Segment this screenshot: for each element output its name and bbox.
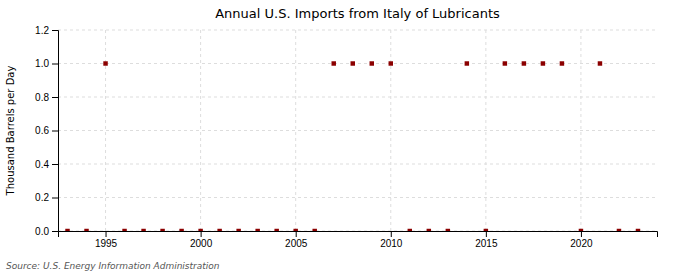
tick-label: 1.2 [35,25,49,36]
grid-line [200,30,201,231]
point [427,229,431,231]
tick-mark [52,131,58,132]
tick-label: 2005 [285,238,308,249]
point [465,61,469,65]
point [255,229,259,231]
tick-label: 1.0 [35,58,49,69]
point [217,229,221,231]
point [503,61,507,65]
point [351,61,355,65]
tick-label: 2000 [190,238,213,249]
grid [58,30,657,231]
grid-line [58,197,657,198]
point [484,229,488,231]
y-axis-title: Thousand Barrels per Day [5,66,16,197]
point [331,61,335,65]
point [408,229,412,231]
x-axis: 1995 2000 2005 2010 2015 2020 [59,231,658,249]
tick-label: 2010 [380,238,403,249]
source: Source: U.S. Energy Information Administ… [6,261,220,271]
tick-label: 0.4 [35,159,49,170]
point [84,229,88,231]
grid-line [58,97,657,98]
grid-line [58,164,657,165]
tick-label: 0.2 [35,192,49,203]
point [141,229,145,231]
grid-line [485,30,486,231]
grid-line [295,30,296,231]
point [312,229,316,231]
tick-mark [52,198,58,199]
grid-line [580,30,581,231]
point [522,61,526,65]
point [541,61,545,65]
grid-line [105,30,106,231]
point [389,61,393,65]
tick-label: 0.0 [35,226,49,237]
grid-line [58,63,657,64]
point [598,61,602,65]
points [65,61,640,231]
tick: 2010 [380,231,403,249]
tick-mark [296,231,297,237]
point [370,61,374,65]
point [160,229,164,231]
tick: 0.8 [35,92,58,103]
title: Annual U.S. Imports from Italy of Lubric… [215,6,500,21]
tick-label: 2020 [570,238,593,249]
tick-label: 0.8 [35,92,49,103]
tick-mark [52,164,58,165]
point [617,229,621,231]
tick: 2020 [570,231,593,249]
tick: 2015 [475,231,498,249]
tick-mark [52,231,58,232]
point [446,229,450,231]
point [579,229,583,231]
tick: 1.0 [35,58,58,69]
point [293,229,297,231]
point [236,229,240,231]
point [274,229,278,231]
axis-line [59,232,658,238]
tick-mark [52,64,58,65]
point [179,229,183,231]
grid-line [58,130,657,131]
point [65,229,69,231]
tick-mark [391,231,392,237]
tick-mark [106,231,107,237]
point [103,61,107,65]
y-axis: 0.0 0.2 0.4 0.6 0.8 1.0 1.2 [35,25,58,237]
tick-mark [52,97,58,98]
tick: 0.0 [35,226,58,237]
tick-mark [581,231,582,237]
point [636,229,640,231]
tick: 1.2 [35,25,58,36]
point [560,61,564,65]
tick-label: 1995 [95,238,118,249]
chart: 1995 2000 2005 2010 2015 2020 0.0 0.2 0.4 0.6 0.8 1… [0,0,675,275]
point [122,229,126,231]
tick: 0.2 [35,192,58,203]
tick-mark [201,231,202,237]
tick-label: 2015 [475,238,498,249]
grid-line [58,30,657,31]
tick: 0.4 [35,159,58,170]
plot: 1995 2000 2005 2010 2015 2020 0.0 0.2 0.4 0.6 0.8 1… [35,25,657,249]
tick-mark [486,231,487,237]
tick: 1995 [95,231,118,249]
tick-label: 0.6 [35,125,49,136]
tick: 0.6 [35,125,58,136]
tick-mark [52,30,58,31]
grid-line [390,30,391,231]
tick: 2005 [285,231,308,249]
axis-line [52,31,59,232]
tick: 2000 [190,231,213,249]
point [198,229,202,231]
